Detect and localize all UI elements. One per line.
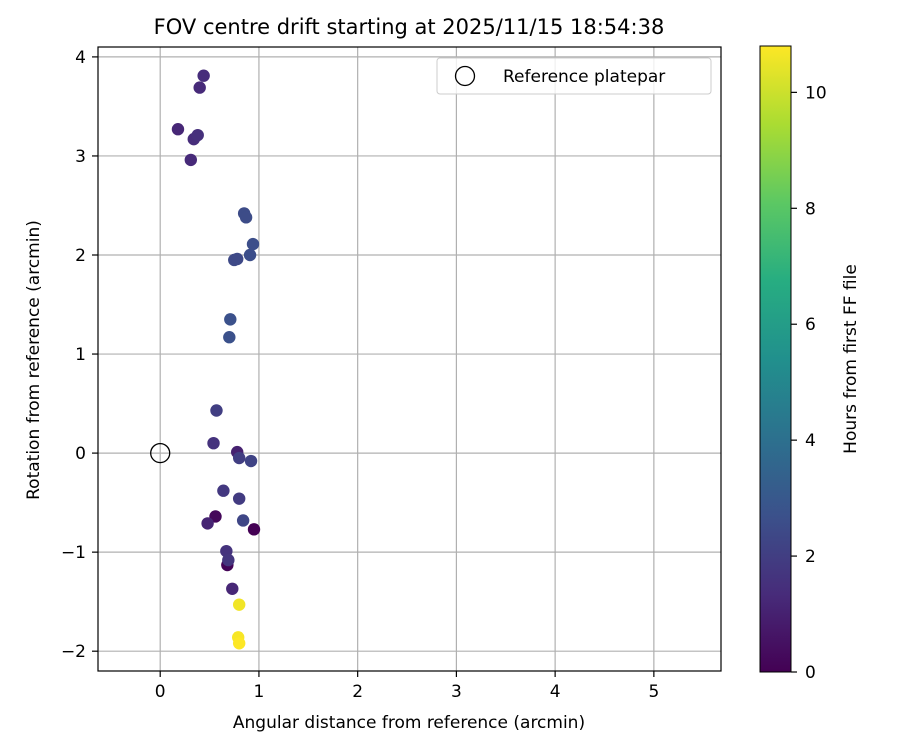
data-point: [244, 454, 258, 468]
y-axis-label: Rotation from reference (arcmin): [24, 220, 44, 500]
colorbar: 0 2 4 6 8 10 Hours from first FF file: [759, 45, 861, 683]
x-tick-label: 1: [254, 682, 265, 702]
data-point: [207, 436, 220, 450]
colorbar-tick-label: 6: [805, 315, 816, 335]
data-point: [239, 211, 253, 224]
data-point: [184, 153, 198, 167]
data-point: [223, 331, 236, 344]
data-point: [222, 553, 235, 567]
data-points: [171, 69, 261, 650]
y-tick-label: 4: [75, 48, 86, 68]
colorbar-gradient: [759, 45, 792, 673]
colorbar-tick-label: 10: [805, 83, 827, 103]
data-point: [243, 248, 257, 262]
data-point: [232, 451, 246, 465]
x-axis: 0 1 2 3 4 5: [155, 671, 659, 702]
data-point: [193, 81, 206, 94]
x-tick-label: 4: [550, 682, 561, 702]
x-tick-label: 2: [352, 682, 363, 702]
grid: [98, 47, 721, 671]
data-point: [236, 514, 250, 527]
y-tick-label: 3: [75, 147, 86, 167]
data-point: [247, 523, 261, 536]
y-tick-label: 2: [75, 246, 86, 266]
data-point: [210, 404, 223, 417]
data-point: [226, 582, 239, 595]
y-tick-label: −2: [61, 642, 86, 662]
x-tick-label: 5: [648, 682, 659, 702]
colorbar-tick-label: 2: [805, 547, 816, 567]
y-tick-label: −1: [61, 543, 86, 563]
data-point: [171, 123, 185, 136]
colorbar-ticks: 0 2 4 6 8 10: [791, 83, 827, 683]
data-point: [224, 313, 237, 326]
reference-platepar-marker: [150, 442, 171, 464]
colorbar-tick-label: 8: [805, 199, 816, 219]
legend-marker-open-circle: [454, 65, 476, 87]
colorbar-tick-label: 4: [805, 431, 816, 451]
legend-box: [436, 57, 712, 95]
data-point: [246, 237, 260, 251]
x-tick-label: 3: [451, 682, 462, 702]
y-axis: −2 −1 0 1 2 3 4: [61, 48, 98, 662]
data-point: [232, 492, 246, 505]
y-tick-label: 1: [75, 345, 86, 365]
data-point: [197, 69, 210, 82]
y-tick-label: 0: [75, 444, 86, 464]
x-axis-label: Angular distance from reference (arcmin): [233, 713, 585, 733]
data-point: [232, 637, 246, 650]
data-point: [201, 517, 214, 530]
plot-area-frame: [97, 46, 722, 672]
data-point: [191, 128, 204, 142]
legend-label-reference-platepar: Reference platepar: [503, 67, 665, 87]
data-point: [231, 252, 244, 266]
data-point: [217, 484, 230, 497]
chart-title: FOV centre drift starting at 2025/11/15 …: [154, 15, 665, 39]
colorbar-tick-label: 0: [805, 663, 816, 683]
x-tick-label: 0: [155, 682, 166, 702]
legend: Reference platepar: [436, 57, 712, 95]
colorbar-label: Hours from first FF file: [841, 264, 861, 454]
data-point: [232, 598, 246, 611]
